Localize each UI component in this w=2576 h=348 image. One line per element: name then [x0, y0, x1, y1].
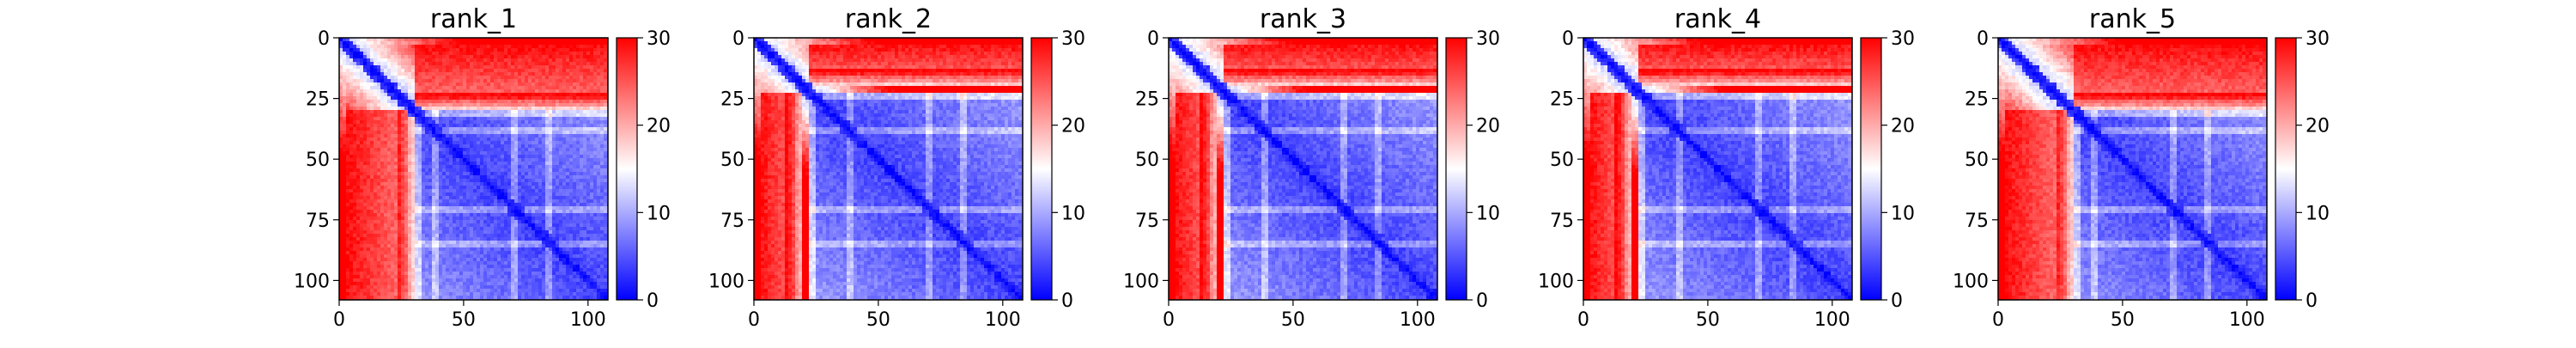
y-tick-label: 25	[306, 89, 330, 111]
x-tick-label: 0	[333, 309, 345, 331]
panel-title: rank_2	[845, 4, 932, 34]
colorbar-tick-label: 10	[1061, 203, 1085, 224]
colorbar-tick-label: 30	[1061, 28, 1085, 50]
x-tick-label: 0	[1992, 309, 2004, 331]
colorbar-tick-label: 30	[647, 28, 671, 50]
x-tick-label: 100	[2229, 309, 2265, 331]
colorbar-tick-label: 10	[647, 203, 671, 224]
x-tick-label: 0	[1163, 309, 1175, 331]
x-tick-label: 100	[1400, 309, 1436, 331]
x-tick-label: 0	[1577, 309, 1589, 331]
y-tick-label: 100	[1538, 271, 1574, 292]
panel-title: rank_4	[1674, 4, 1761, 34]
y-tick-label: 100	[1953, 271, 1989, 292]
x-tick-label: 50	[1696, 309, 1720, 331]
y-tick-label: 75	[1965, 211, 1989, 232]
colorbar-tick-label: 30	[2306, 28, 2330, 50]
y-tick-label: 25	[1550, 89, 1574, 111]
heatmap-cells	[754, 38, 1023, 300]
y-tick-label: 50	[1135, 150, 1159, 171]
colorbar	[1446, 38, 1467, 300]
heatmap-cells	[1998, 38, 2267, 300]
y-tick-label: 100	[294, 271, 330, 292]
y-tick-label: 25	[1135, 89, 1159, 111]
x-tick-label: 100	[570, 309, 606, 331]
colorbar-tick-label: 0	[1476, 290, 1488, 312]
colorbar-tick-label: 20	[2306, 116, 2330, 137]
heatmap-cells	[339, 38, 608, 300]
y-tick-label: 0	[318, 28, 330, 50]
colorbar-tick-label: 20	[647, 116, 671, 137]
colorbar-tick-label: 0	[1891, 290, 1903, 312]
y-tick-label: 50	[306, 150, 330, 171]
colorbar-tick-label: 0	[2306, 290, 2318, 312]
heatmap-cells	[1169, 38, 1437, 300]
x-tick-label: 50	[1281, 309, 1305, 331]
colorbar	[2275, 38, 2296, 300]
colorbar-tick-label: 10	[1476, 203, 1500, 224]
y-tick-label: 0	[732, 28, 744, 50]
colorbar-tick-label: 10	[1891, 203, 1915, 224]
y-tick-label: 0	[1562, 28, 1574, 50]
colorbar-tick-label: 20	[1061, 116, 1085, 137]
x-tick-label: 0	[748, 309, 760, 331]
panel-title: rank_3	[1260, 4, 1346, 34]
colorbar-tick-label: 30	[1891, 28, 1915, 50]
panel-title: rank_5	[2089, 4, 2176, 34]
colorbar-tick-label: 0	[647, 290, 659, 312]
x-tick-label: 50	[866, 309, 890, 331]
y-tick-label: 75	[1550, 211, 1574, 232]
colorbar-tick-label: 20	[1891, 116, 1915, 137]
colorbar	[1031, 38, 1052, 300]
y-tick-label: 25	[1965, 89, 1989, 111]
y-tick-label: 100	[708, 271, 744, 292]
y-tick-label: 50	[1550, 150, 1574, 171]
y-tick-label: 100	[1123, 271, 1159, 292]
y-tick-label: 75	[720, 211, 744, 232]
colorbar-tick-label: 30	[1476, 28, 1500, 50]
x-tick-label: 100	[1814, 309, 1850, 331]
y-tick-label: 75	[306, 211, 330, 232]
y-tick-label: 50	[1965, 150, 1989, 171]
colorbar-tick-label: 10	[2306, 203, 2330, 224]
x-tick-label: 50	[452, 309, 476, 331]
y-tick-label: 75	[1135, 211, 1159, 232]
y-tick-label: 0	[1977, 28, 1989, 50]
colorbar-tick-label: 0	[1061, 290, 1073, 312]
y-tick-label: 0	[1147, 28, 1159, 50]
heatmap-cells	[1583, 38, 1852, 300]
colorbar	[617, 38, 637, 300]
colorbar	[1861, 38, 1881, 300]
panel-title: rank_1	[430, 4, 517, 34]
y-tick-label: 25	[720, 89, 744, 111]
x-tick-label: 100	[985, 309, 1021, 331]
x-tick-label: 50	[2111, 309, 2135, 331]
y-tick-label: 50	[720, 150, 744, 171]
colorbar-tick-label: 20	[1476, 116, 1500, 137]
